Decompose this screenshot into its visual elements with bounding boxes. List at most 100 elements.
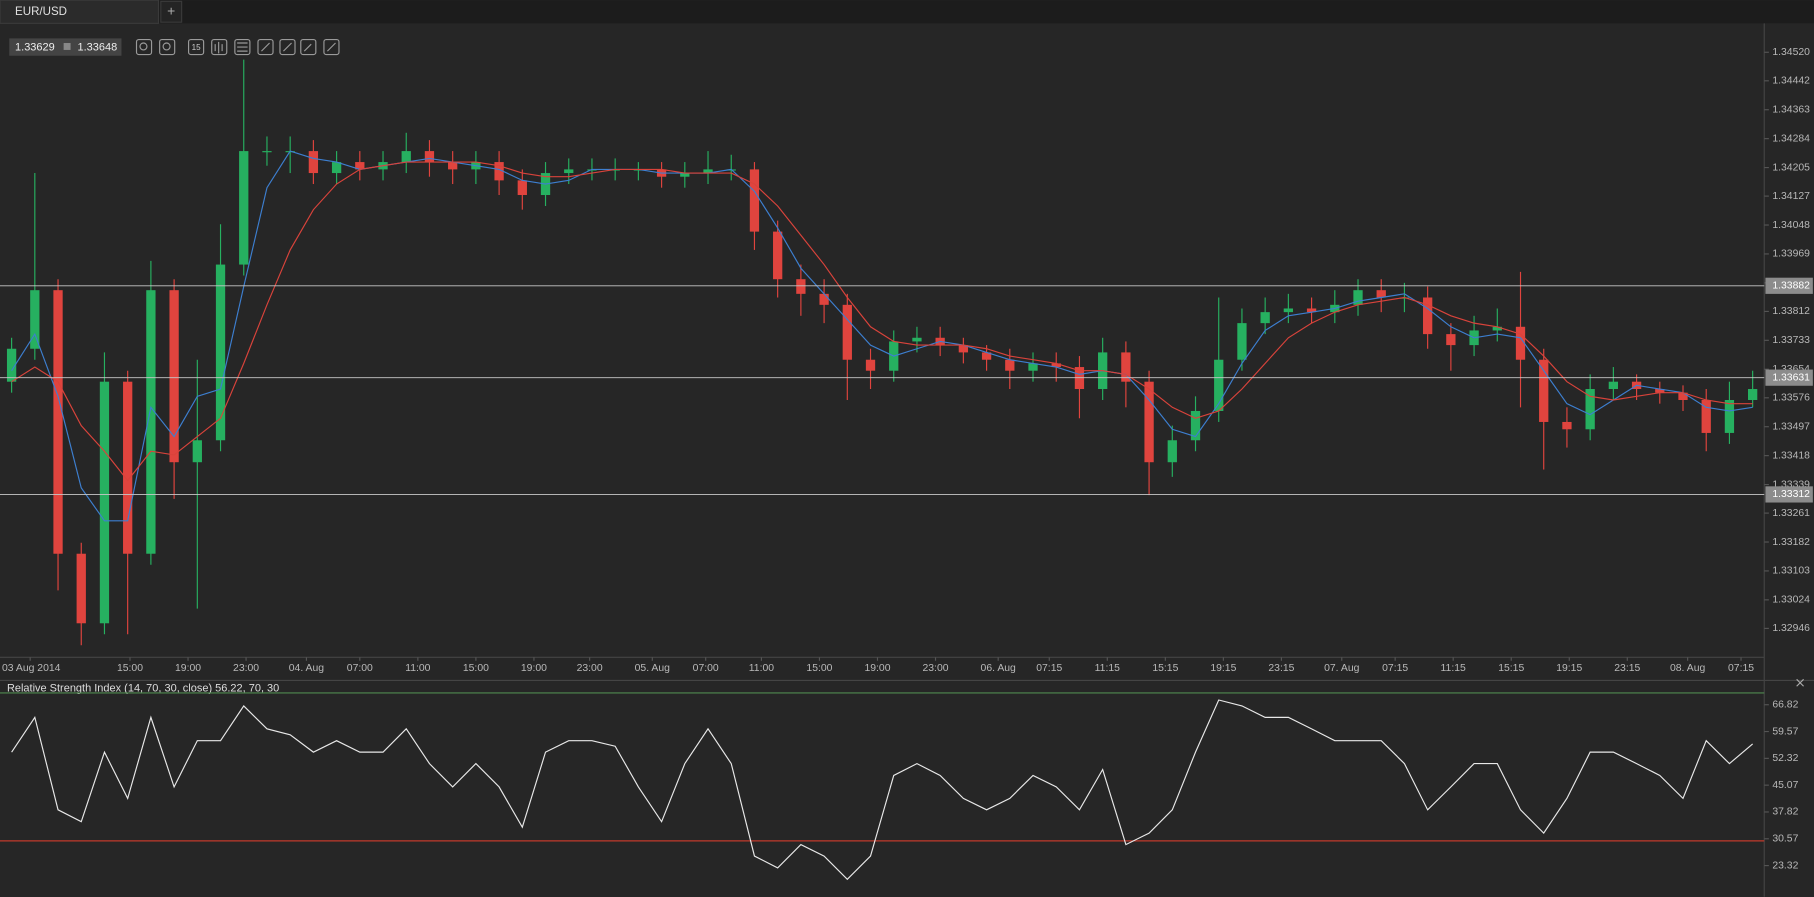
y-tick-label: 1.34284: [1772, 133, 1810, 144]
candle-body: [1144, 381, 1154, 463]
add-tab-button[interactable]: [160, 0, 183, 23]
y-tick-label: 1.33182: [1772, 537, 1810, 548]
y-tick-label: 45.07: [1772, 780, 1798, 791]
y-tick-label: 1.33103: [1772, 566, 1810, 577]
x-tick-label: 19:00: [521, 663, 547, 674]
candle-body: [1539, 359, 1549, 422]
y-tick-label: 1.34520: [1772, 47, 1810, 58]
x-tick-label: 08. Aug: [1670, 663, 1706, 674]
level-price-label: 1.33882: [1772, 281, 1810, 292]
x-tick-label: 15:00: [117, 663, 143, 674]
y-tick-label: 1.33969: [1772, 249, 1810, 260]
candle-body: [355, 162, 365, 170]
candle-body: [842, 304, 852, 360]
x-tick-label: 19:15: [1556, 663, 1582, 674]
x-tick-label: 06. Aug: [981, 663, 1017, 674]
x-tick-label: 23:00: [922, 663, 948, 674]
interval-button[interactable]: [187, 38, 205, 56]
x-tick-label: 07:15: [1036, 663, 1062, 674]
candle-body: [1214, 359, 1224, 411]
candle-body: [1655, 389, 1665, 393]
y-tick-label: 1.33733: [1772, 335, 1810, 346]
candle-body: [192, 440, 202, 463]
x-tick-label: 11:00: [749, 663, 774, 674]
candle-body: [331, 162, 342, 174]
tab[interactable]: [0, 0, 160, 24]
interval-label: 15: [192, 43, 201, 52]
ask-price: 1.33648: [78, 42, 118, 54]
candle-body: [865, 359, 876, 371]
y-tick-label: 1.34442: [1772, 76, 1810, 87]
y-tick-label: 59.57: [1772, 726, 1798, 737]
x-tick-label: 23:00: [233, 663, 259, 674]
y-tick-label: 1.33812: [1772, 306, 1810, 317]
toolbar: [135, 38, 340, 56]
y-tick-label: 1.34205: [1772, 162, 1810, 173]
candle-body: [958, 345, 969, 353]
candle-body: [1562, 421, 1572, 430]
candle-body: [1237, 323, 1247, 360]
y-tick-label: 1.34363: [1772, 104, 1810, 115]
candle-body: [1260, 312, 1270, 324]
candle-body: [1423, 297, 1433, 335]
export-button[interactable]: [300, 38, 317, 56]
indicators-button[interactable]: [234, 38, 251, 56]
moving-average: [11, 150, 1753, 522]
zoom-out-button[interactable]: [159, 38, 176, 56]
candle-body: [1306, 308, 1317, 313]
candle-body: [76, 553, 86, 624]
candle-body: [1724, 399, 1735, 433]
x-tick-label: 23:15: [1268, 663, 1294, 674]
x-tick-label: 15:00: [463, 663, 489, 674]
candle-body: [1190, 410, 1201, 441]
y-tick-label: 1.33024: [1772, 595, 1810, 606]
candle-body: [912, 337, 922, 342]
chart-type-button[interactable]: [211, 38, 228, 56]
candle-body: [1028, 363, 1038, 371]
link-button[interactable]: [279, 38, 296, 56]
level-price-box: [1765, 369, 1813, 386]
candle-body: [1678, 392, 1688, 400]
template-button[interactable]: [257, 38, 274, 56]
x-tick-label: 19:00: [175, 663, 201, 674]
level-price-label: 1.33312: [1772, 489, 1810, 500]
y-tick-label: 1.34048: [1772, 220, 1810, 231]
y-tick-label: 1.32946: [1772, 623, 1810, 634]
candle-body: [1283, 308, 1294, 313]
x-tick-label: 07:15: [1728, 663, 1754, 674]
x-tick-label: 07:00: [693, 663, 719, 674]
x-tick-label: 07:00: [347, 663, 373, 674]
candle-body: [1748, 389, 1758, 400]
toolbar-icons: [214, 41, 336, 54]
y-tick-label: 37.82: [1772, 807, 1798, 818]
candle-body: [1585, 389, 1595, 430]
candle-body: [1608, 381, 1619, 390]
level-price-box: [1765, 486, 1813, 503]
candle-body: [262, 151, 272, 153]
bid-price: 1.33629: [15, 42, 55, 54]
candle-body: [53, 290, 63, 554]
x-tick-label: 23:00: [577, 663, 603, 674]
candle-body: [308, 151, 319, 174]
x-tick-label: 11:00: [405, 663, 430, 674]
candle-body: [1446, 334, 1456, 346]
y-tick-label: 52.32: [1772, 753, 1798, 764]
price-axis-panel: [1765, 23, 1814, 897]
x-tick-label: 11:15: [1441, 663, 1466, 674]
x-tick-label: 03 Aug 2014: [2, 663, 61, 674]
candle-body: [1005, 359, 1015, 371]
x-tick-label: 11:15: [1095, 663, 1120, 674]
candle-body: [169, 290, 179, 463]
x-tick-label: 07:15: [1382, 663, 1408, 674]
candle-body: [796, 279, 806, 294]
x-tick-label: 05. Aug: [635, 663, 671, 674]
candle-body: [99, 381, 110, 624]
zoom-in-button[interactable]: [135, 38, 153, 56]
candle-body: [448, 162, 458, 170]
candle-body: [146, 290, 156, 554]
close-indicator-button[interactable]: [1796, 678, 1804, 687]
draw-button[interactable]: [323, 38, 340, 56]
candle-body: [1121, 352, 1131, 382]
